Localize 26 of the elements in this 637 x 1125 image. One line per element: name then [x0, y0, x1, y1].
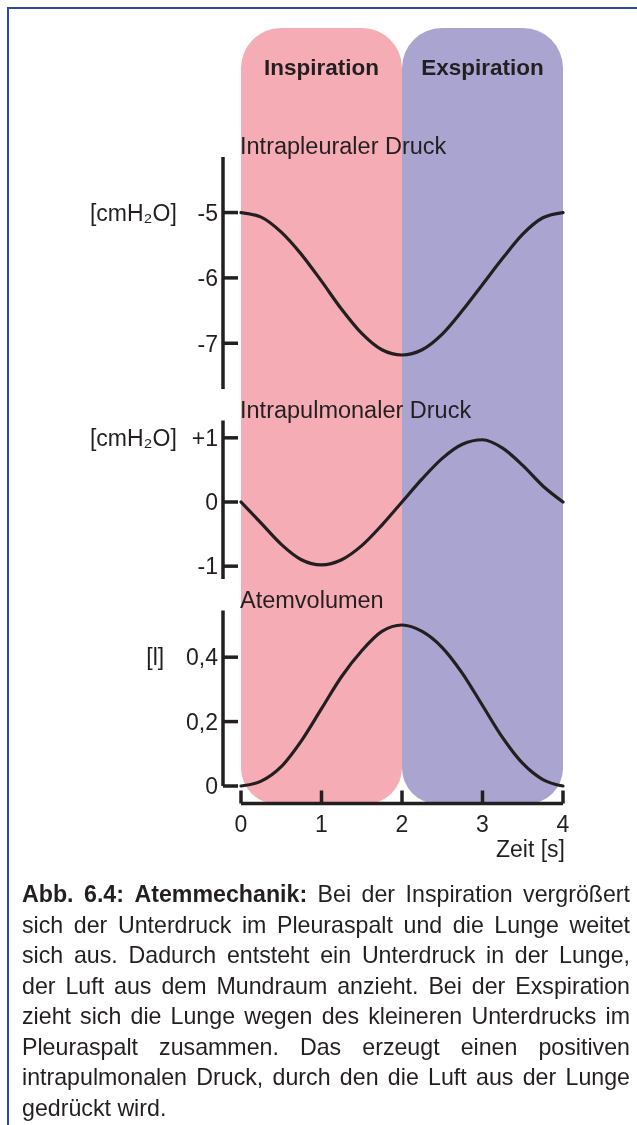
- y-axis-title: [l]: [146, 644, 165, 671]
- x-tick-label: 1: [315, 810, 328, 837]
- x-tick-label: 3: [476, 810, 489, 837]
- x-tick-label: 0: [234, 810, 248, 837]
- y-axis-title: [cmH₂O]: [89, 199, 177, 226]
- y-tick-label: 0,4: [186, 644, 219, 671]
- y-tick-label: -1: [197, 553, 218, 580]
- y-tick-label: -7: [197, 330, 218, 357]
- x-tick-label: 4: [556, 810, 570, 837]
- y-axis-title: [cmH₂O]: [89, 425, 177, 452]
- chart-title: Atemvolumen: [240, 586, 384, 613]
- chart-title: Intrapleuraler Druck: [240, 133, 447, 159]
- y-tick-label: 0: [205, 773, 218, 800]
- chart-title: Intrapulmonaler Druck: [240, 396, 472, 423]
- x-tick-label: 2: [395, 810, 409, 837]
- y-tick-label: -6: [197, 265, 218, 292]
- text: Bei der Inspiration vergrößert: [317, 881, 631, 907]
- y-tick-label: 0: [205, 489, 218, 516]
- y-tick-label: -5: [197, 199, 218, 226]
- band-label: Exspiration: [421, 55, 544, 80]
- y-tick-label: 0,2: [186, 708, 218, 735]
- band-label: Inspiration: [263, 55, 380, 80]
- text: sich der Unterdruck im Pleuraspalt und die Lunge weitet sich aus. Dadurch entsteht ein Unterdruck in der Lunge, der Luft aus dem Mundraum anzieht. Bei der Exspiration zieht sich die Lunge wegen des kleineren Unterdrucks im Pleuraspalt zusammen. Das erzeugt einen positiven intrapulmonalen Druck, durch den die Luft aus der Lunge gedrückt wird.: [22, 911, 631, 1121]
- x-axis-title: Zeit [s]: [495, 835, 565, 862]
- caption: Abb. 6.4: Atemmechanik:: [22, 881, 308, 907]
- y-tick-label: +1: [191, 425, 218, 452]
